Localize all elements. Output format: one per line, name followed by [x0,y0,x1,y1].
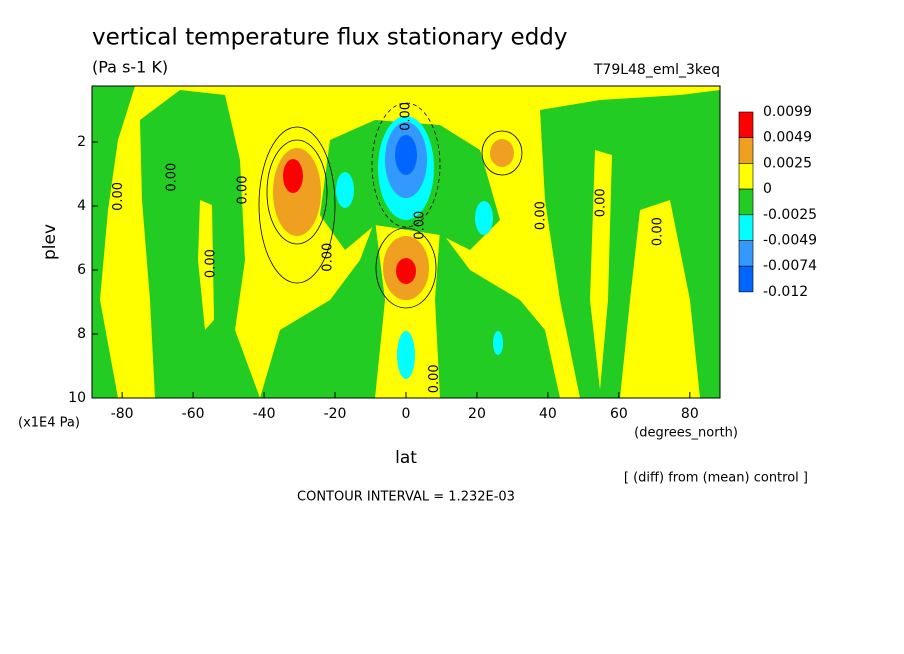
y-tick-label: 8 [77,326,86,342]
y-tick-label: 10 [68,390,86,406]
colorbar-box [738,163,754,190]
y-tick-label: 4 [77,198,86,214]
y-units: (x1E4 Pa) [18,416,80,431]
x-units: (degrees_north) [634,426,738,441]
contour-line [371,102,441,228]
y-tick-label: 6 [77,262,86,278]
colorbar-label: -0.0025 [763,207,817,223]
colorbar-box [738,214,754,241]
y-axis-label: plev [40,224,60,260]
x-axis-label: lat [395,448,417,468]
field-region [260,220,385,398]
colorbar-label: -0.0074 [763,258,817,274]
x-tick-label: 40 [539,406,557,422]
colorbar-box [738,240,754,267]
contour-label: 0.00 [399,102,414,131]
note: [ (diff) from (mean) control ] [624,471,808,486]
contour-label: 0.00 [413,211,428,240]
field-region [92,86,135,398]
field-region [490,139,514,167]
x-tick-label: -80 [111,406,134,422]
contour-label: 0.00 [164,163,179,192]
field-region [283,159,303,193]
dataset-label: T79L48_eml_3keq [593,62,720,78]
contour-label: 0.00 [111,182,126,211]
x-tick-label: 20 [468,406,486,422]
field-region [336,172,354,208]
x-tick-label: 0 [402,406,411,422]
contour-interval: CONTOUR INTERVAL = 1.232E-03 [297,490,515,505]
contour-label: 0.00 [235,176,250,205]
field-region [475,201,493,235]
field-region [397,331,415,379]
x-tick-label: -60 [182,406,205,422]
chart-subtitle: (Pa s-1 K) [92,58,168,77]
field-region [395,135,417,175]
colorbar-box [738,188,754,216]
contour-label: 0.00 [533,201,548,230]
colorbar-label: -0.0049 [763,233,817,249]
contour-line [481,130,523,176]
x-tick-label: 80 [681,406,699,422]
x-tick-label: -20 [324,406,347,422]
field-region [540,90,720,398]
colorbar-box [738,265,754,293]
colorbar-box [738,137,754,164]
field-region [493,331,503,355]
contour-label: 0.00 [427,364,442,393]
x-tick-label: 60 [610,406,628,422]
colorbar-label: 0.0099 [763,104,812,120]
field-region [590,150,612,390]
field-region [435,230,560,398]
y-tick-label: 2 [77,134,86,150]
contour-field [92,86,720,398]
contour-label: 0.00 [320,243,335,272]
colorbar-label: 0 [763,181,772,197]
contour-label: 0.00 [203,249,218,278]
x-tick-label: -40 [253,406,276,422]
contour-label: 0.00 [650,217,665,246]
contour-line [375,227,437,309]
colorbar-box [738,111,754,139]
colorbar-label: -0.012 [763,284,808,300]
field-region [396,258,416,284]
contour-label: 0.00 [594,188,609,217]
colorbar-label: 0.0025 [763,155,812,171]
contour-line [266,139,328,245]
colorbar-label: 0.0049 [763,130,812,146]
chart-title: vertical temperature flux stationary edd… [92,25,568,51]
contour-line [258,126,336,284]
field-region [198,200,214,330]
